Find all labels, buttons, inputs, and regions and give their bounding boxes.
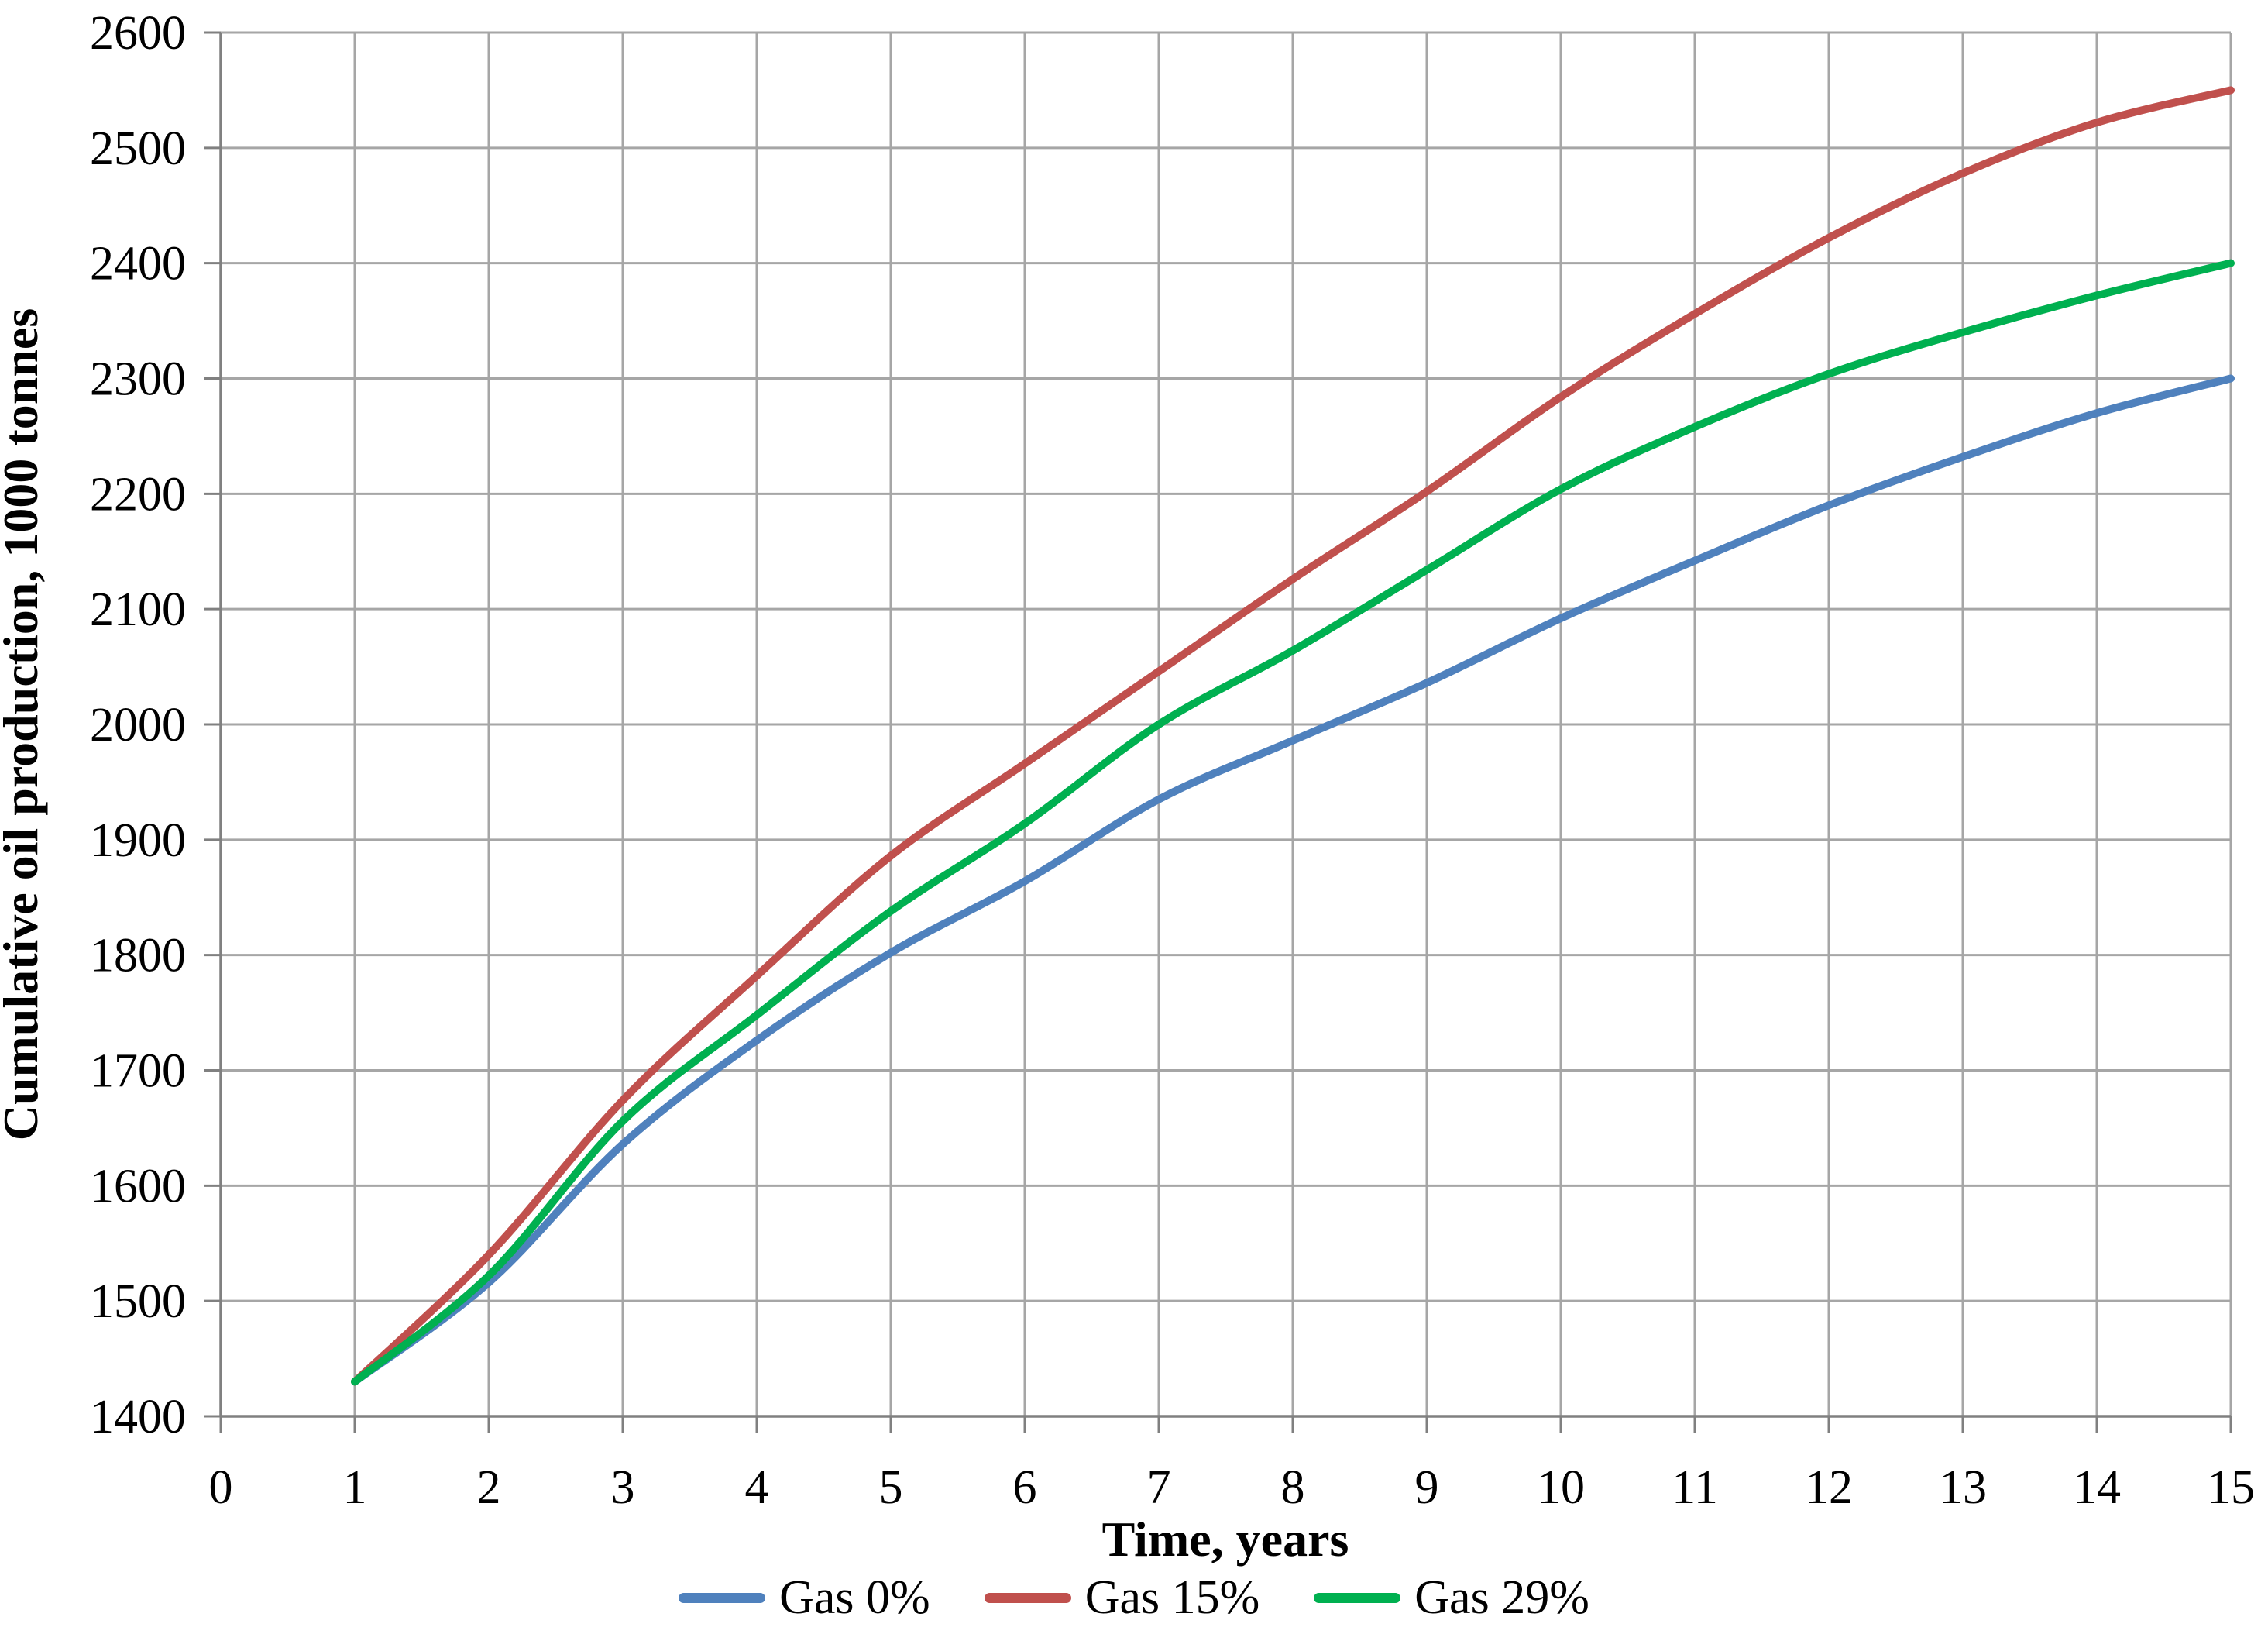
y-tick-label: 2500: [90, 122, 186, 175]
y-tick-label: 2100: [90, 583, 186, 636]
y-tick-label: 2300: [90, 353, 186, 406]
x-tick-label: 10: [1537, 1461, 1585, 1514]
legend-item-gas-0: Gas 0%: [679, 1574, 930, 1622]
gridlines-layer: [219, 31, 2232, 1418]
y-tick-label: 2600: [90, 7, 186, 60]
legend-label: Gas 15%: [1084, 1571, 1260, 1624]
legend-swatch: [1314, 1592, 1401, 1603]
x-tick-label: 15: [2207, 1461, 2255, 1514]
x-tick-label: 0: [209, 1461, 233, 1514]
y-tick-label: 1500: [90, 1275, 186, 1328]
tick-labels-layer: 0 1 2 3 4 5 6 7 8 9 10 11 12 13 14 15140015001600170018…: [90, 7, 2255, 1514]
x-tick-label: 5: [879, 1461, 903, 1514]
y-tick-label: 1800: [90, 930, 186, 982]
x-tick-label: 11: [1672, 1461, 1718, 1514]
x-tick-label: 9: [1415, 1461, 1439, 1514]
legend-swatch: [984, 1592, 1071, 1603]
x-axis-title: Time, years: [1102, 1512, 1349, 1567]
x-tick-label: 14: [2073, 1461, 2121, 1514]
x-tick-label: 12: [1805, 1461, 1853, 1514]
legend-label: Gas 29%: [1414, 1571, 1589, 1624]
y-tick-label: 2400: [90, 238, 186, 291]
y-tick-label: 2200: [90, 468, 186, 521]
x-tick-label: 8: [1281, 1461, 1305, 1514]
series-line-gas-29: [351, 259, 2235, 1386]
legend-item-gas-15: Gas 15%: [984, 1571, 1260, 1624]
y-tick-label: 1400: [90, 1391, 186, 1443]
legend-item-gas-29: Gas 29%: [1314, 1574, 1589, 1622]
legend: Gas 0% Gas 15% Gas 29%: [0, 1567, 2268, 1629]
x-tick-label: 4: [745, 1461, 769, 1514]
series-layer: [351, 86, 2235, 1386]
y-tick-label: 2000: [90, 699, 186, 752]
y-axis-title: Cumulative oil production, 1000 tonnes: [0, 308, 48, 1141]
x-tick-label: 2: [477, 1461, 501, 1514]
series-line-gas-15: [351, 86, 2235, 1386]
y-tick-label: 1900: [90, 814, 186, 867]
y-tick-label: 1700: [90, 1045, 186, 1098]
x-tick-label: 7: [1147, 1461, 1171, 1514]
x-tick-label: 3: [611, 1461, 635, 1514]
x-tick-label: 1: [343, 1461, 367, 1514]
axes-layer: [204, 31, 2232, 1433]
legend-swatch: [679, 1592, 766, 1603]
legend-label: Gas 0%: [779, 1571, 930, 1624]
series-line-gas-0: [351, 374, 2235, 1386]
x-tick-label: 13: [1939, 1461, 1987, 1514]
x-tick-label: 6: [1013, 1461, 1037, 1514]
y-tick-label: 1600: [90, 1160, 186, 1213]
